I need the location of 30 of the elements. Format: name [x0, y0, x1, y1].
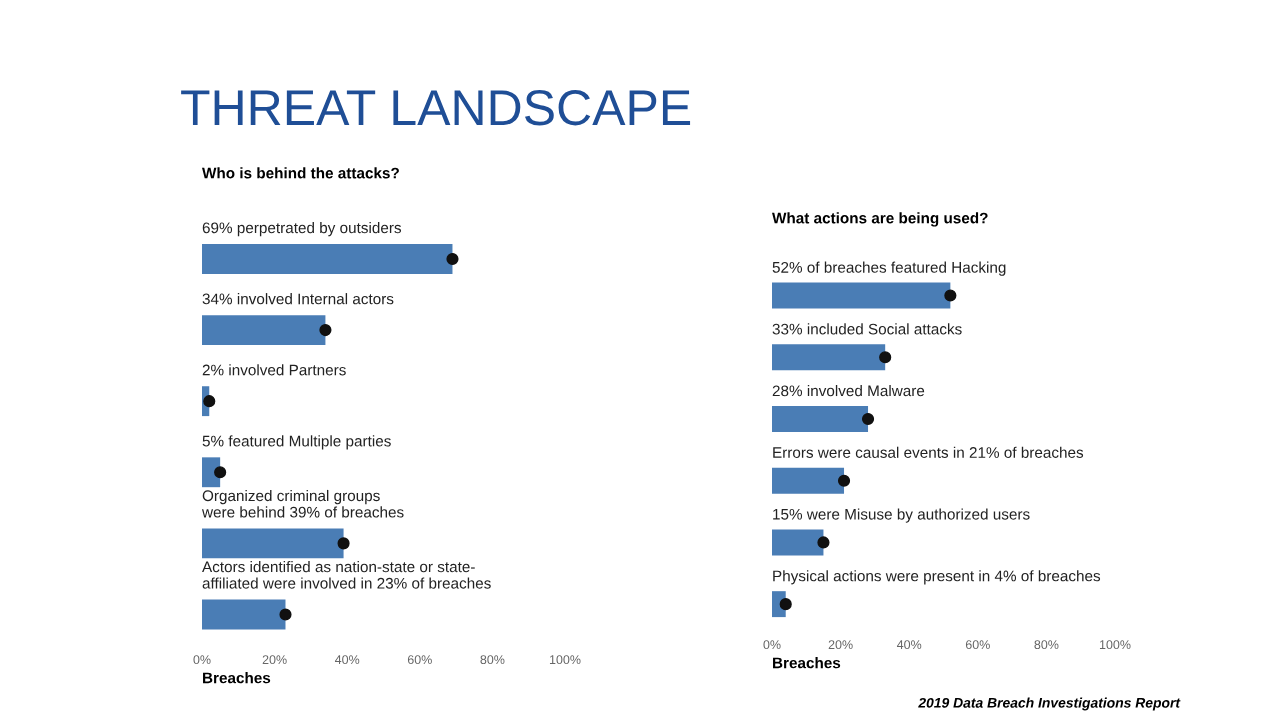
x-tick-label: 100%	[1099, 640, 1131, 650]
chart-title: What actions are being used?	[772, 212, 988, 227]
x-tick-label: 60%	[965, 640, 990, 650]
x-axis-title: Breaches	[773, 657, 841, 669]
text: 2019 Data Breach Investigations Report	[918, 697, 1181, 711]
x-tick-label: 20%	[828, 640, 853, 650]
y-tick-label: Physical actions were present in 4% of breaches	[773, 570, 1101, 585]
y-tick-label: Errors were causal events in 21% of breaches	[773, 446, 1084, 458]
x-tick-label: 80%	[1034, 640, 1059, 650]
chart-title: Who is behind the attacks?	[202, 167, 399, 179]
y-tick-label: Actors identified as nation-state or state- affiliated were involved in 23% of breaches	[202, 561, 491, 589]
x-tick-label: 20%	[262, 655, 287, 665]
y-tick-label: 69% perpetrated by outsiders	[202, 221, 402, 237]
x-tick-label: 60%	[407, 655, 432, 665]
y-tick-label: 28% involved Malware	[772, 384, 925, 397]
y-tick-label: 52% of breaches featured Hacking	[772, 261, 1006, 276]
x-axis-title: Breaches	[203, 672, 271, 684]
y-tick-label: 2% involved Partners	[202, 364, 346, 376]
x-tick-label: 100%	[549, 655, 581, 665]
x-tick-label: 0%	[193, 655, 211, 665]
x-tick-label: 0%	[763, 640, 781, 650]
x-tick-label: 40%	[896, 640, 922, 650]
x-tick-label: 40%	[334, 655, 360, 665]
y-tick-label: Organized criminal groups were behind 39% of breaches	[201, 489, 404, 518]
y-tick-label: 33% included Social attacks	[772, 323, 962, 335]
x-tick-label: 80%	[480, 655, 505, 665]
y-tick-label: 5% featured Multiple parties	[202, 435, 391, 450]
text: THREAT LANDSCAPE	[181, 90, 691, 126]
y-tick-label: 15% were Misuse by authorized users	[773, 508, 1030, 523]
y-tick-label: 34% involved Internal actors	[202, 293, 394, 305]
